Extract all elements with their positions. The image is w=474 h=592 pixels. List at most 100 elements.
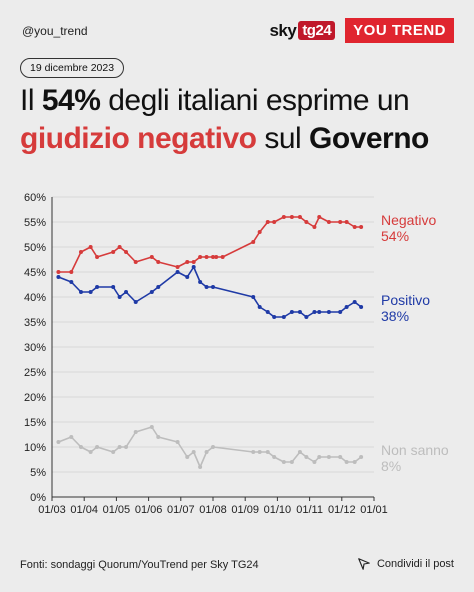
data-point-non-sanno	[117, 445, 122, 449]
x-tick-label: 01/05	[103, 504, 131, 516]
data-point-non-sanno	[338, 455, 343, 459]
data-point-positivo	[289, 310, 294, 314]
data-point-negativo	[326, 220, 331, 224]
data-point-negativo	[281, 215, 286, 219]
x-tick-label: 01/08	[199, 504, 227, 516]
data-point-positivo	[88, 290, 93, 294]
date-badge: 19 dicembre 2023	[20, 58, 125, 78]
data-point-negativo	[317, 215, 322, 219]
sky-tg24-logo: sky tg24	[269, 20, 336, 41]
data-point-positivo	[317, 310, 322, 314]
data-point-non-sanno	[344, 460, 349, 464]
data-point-negativo	[124, 250, 129, 254]
y-tick-label: 35%	[24, 317, 46, 329]
x-tick-label: 01/11	[296, 504, 323, 516]
data-point-positivo	[124, 290, 129, 294]
sky-logo-text: sky	[269, 20, 297, 40]
data-point-negativo	[289, 215, 294, 219]
data-point-non-sanno	[281, 460, 286, 464]
y-tick-label: 10%	[24, 442, 46, 454]
title-percentage: 54%	[41, 84, 101, 117]
y-tick-label: 50%	[24, 242, 46, 254]
data-point-negativo	[297, 215, 302, 219]
x-tick-label: 01/01	[360, 504, 388, 516]
data-point-non-sanno	[191, 450, 196, 454]
data-point-negativo	[338, 220, 343, 224]
data-point-positivo	[251, 295, 256, 299]
data-point-positivo	[175, 270, 180, 274]
data-point-negativo	[133, 260, 138, 264]
data-point-non-sanno	[251, 450, 256, 454]
title-government: Governo	[309, 122, 429, 155]
x-tick-label: 01/09	[231, 504, 259, 516]
y-tick-label: 30%	[24, 342, 46, 354]
data-point-positivo	[111, 285, 116, 289]
account-handle: @you_trend	[22, 24, 88, 38]
series-line-positivo	[58, 266, 362, 318]
data-point-non-sanno	[95, 445, 100, 449]
tg24-logo-text: tg24	[298, 21, 336, 40]
data-point-non-sanno	[124, 445, 129, 449]
data-point-positivo	[312, 310, 317, 314]
data-point-non-sanno	[312, 460, 317, 464]
data-point-negativo	[117, 245, 122, 249]
source-note: Fonti: sondaggi Quorum/YouTrend per Sky …	[20, 559, 259, 571]
data-point-positivo	[359, 305, 364, 309]
data-point-non-sanno	[56, 440, 61, 444]
data-point-negativo	[312, 225, 317, 229]
data-point-non-sanno	[326, 455, 331, 459]
data-point-positivo	[95, 285, 100, 289]
share-button[interactable]: Condividi il post	[357, 557, 454, 571]
share-label: Condividi il post	[376, 558, 454, 570]
data-point-positivo	[211, 285, 215, 289]
page-title: Il 54% degli italiani esprime un giudizi…	[20, 82, 460, 158]
title-part-3: sul	[256, 122, 310, 155]
data-point-non-sanno	[359, 455, 364, 459]
data-point-negativo	[156, 260, 161, 264]
series-name-label: Positivo	[381, 292, 430, 308]
data-point-non-sanno	[317, 455, 322, 459]
y-tick-label: 15%	[24, 417, 46, 429]
data-point-positivo	[272, 315, 277, 319]
data-point-non-sanno	[111, 450, 116, 454]
data-point-positivo	[69, 280, 74, 284]
x-tick-label: 01/04	[70, 504, 98, 516]
data-point-non-sanno	[352, 460, 357, 464]
data-point-negativo	[272, 220, 277, 224]
x-tick-label: 01/12	[328, 504, 356, 516]
data-point-negativo	[88, 245, 93, 249]
data-point-positivo	[56, 275, 61, 279]
data-point-negativo	[251, 240, 256, 244]
data-point-positivo	[304, 315, 309, 319]
y-tick-label: 5%	[30, 467, 46, 479]
y-tick-label: 45%	[24, 267, 46, 279]
series-name-label: Negativo	[381, 212, 436, 228]
data-point-negativo	[344, 220, 349, 224]
data-point-negativo	[265, 220, 270, 224]
title-part-2: degli italiani esprime un	[100, 84, 410, 117]
data-point-non-sanno	[272, 455, 277, 459]
data-point-negativo	[111, 250, 116, 254]
data-point-negativo	[95, 255, 100, 259]
data-point-positivo	[191, 265, 196, 269]
series-line-negativo	[58, 216, 362, 273]
data-point-non-sanno	[297, 450, 302, 454]
data-point-positivo	[133, 300, 138, 304]
data-point-positivo	[326, 310, 331, 314]
data-point-non-sanno	[78, 445, 83, 449]
youtrend-logo: YOU TREND	[345, 18, 454, 43]
series-value-label: 8%	[381, 458, 401, 474]
data-point-non-sanno	[265, 450, 270, 454]
data-point-positivo	[352, 300, 357, 304]
x-tick-label: 01/06	[135, 504, 163, 516]
share-icon	[358, 558, 370, 570]
title-negative-judgement: giudizio negativo	[20, 122, 257, 155]
data-point-negativo	[185, 260, 190, 264]
data-point-negativo	[359, 225, 364, 229]
data-point-positivo	[156, 285, 161, 289]
data-point-non-sanno	[211, 445, 215, 449]
data-point-non-sanno	[175, 440, 180, 444]
data-point-positivo	[344, 305, 349, 309]
y-tick-label: 60%	[24, 192, 46, 204]
data-point-non-sanno	[156, 435, 161, 439]
